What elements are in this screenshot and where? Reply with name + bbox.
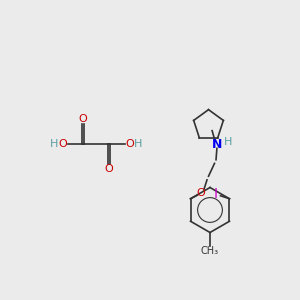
Text: O: O xyxy=(104,164,113,174)
Text: H: H xyxy=(224,137,232,147)
Text: O: O xyxy=(79,114,88,124)
Text: I: I xyxy=(214,187,218,201)
Text: O: O xyxy=(125,139,134,149)
Text: N: N xyxy=(212,138,223,151)
Text: H: H xyxy=(134,139,142,149)
Text: O: O xyxy=(196,188,206,198)
Text: O: O xyxy=(58,139,67,149)
Text: H: H xyxy=(50,139,58,149)
Text: CH₃: CH₃ xyxy=(201,246,219,256)
